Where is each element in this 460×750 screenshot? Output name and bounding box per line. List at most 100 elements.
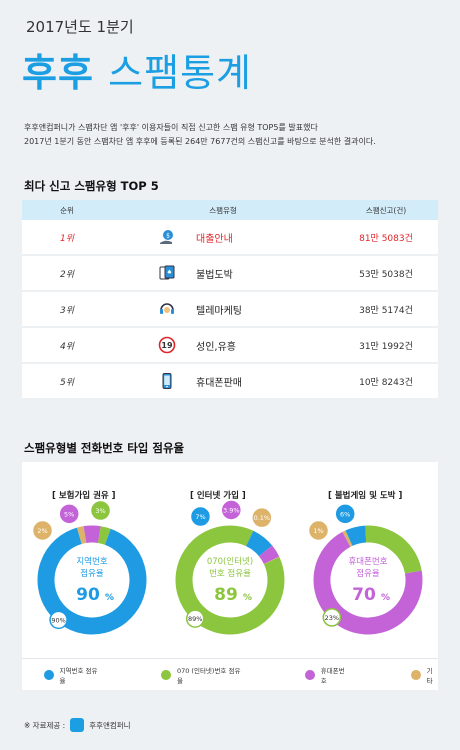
header-count: 스팸신고(건) (365, 205, 407, 215)
table-header: 순위 스팸유형 스팸신고(건) (22, 200, 438, 220)
legend-item: 기타 (411, 665, 438, 685)
center-value: 70 (352, 585, 376, 605)
center-label-1: 휴대폰번호 (348, 557, 387, 567)
intro-line-2: 2017년 1분기 동안 스팸차단 앱 후후에 등록된 264만 7677건의 … (24, 137, 376, 146)
value-label-bubble (91, 501, 110, 520)
row-type: 성인,유흥 (196, 341, 236, 353)
table-row: 4위 19 성인,유흥 31만 1992건 (22, 328, 438, 364)
value-label-bubble (252, 508, 272, 527)
row-type-cell: 휴대폰판매 (112, 372, 334, 390)
value-label: 3.9% (223, 507, 240, 515)
table-row: 1위 $ 대출안내 81만 5083건 (22, 220, 438, 256)
value-label-bubble (33, 521, 52, 540)
table-row: 5위 휴대폰판매 10만 8243건 (22, 364, 438, 400)
svg-text:19: 19 (161, 341, 173, 350)
cards-icon: ♠ (158, 264, 176, 282)
value-label: 6% (340, 510, 350, 518)
value-label: 7% (195, 513, 205, 521)
legend-label: 지역번호 점유율 (59, 666, 98, 685)
table-row: 3위 텔레마케팅 38만 5174건 (22, 292, 438, 328)
row-count: 38만 5174건 (359, 305, 413, 316)
legend-label: 070 (인터넷)번호 점유율 (176, 666, 241, 685)
value-label-bubble (185, 609, 205, 628)
center-label-2: 번호 점유율 (209, 568, 251, 579)
company-logo (70, 718, 85, 732)
credit-prefix: ※ 자료제공 : (24, 720, 66, 730)
donut-segment (245, 530, 273, 557)
value-label-bubble (322, 608, 342, 627)
row-rank: 1위 (59, 233, 74, 244)
donut-segment (258, 545, 280, 565)
header-rank: 순위 (60, 205, 74, 215)
value-label: 89% (188, 615, 202, 623)
row-rank: 4위 (59, 341, 74, 352)
row-type-cell: 19 성인,유흥 (112, 336, 334, 354)
value-label-bubble (309, 521, 328, 540)
row-type-cell: ♠ 불법도박 (112, 264, 334, 282)
row-rank: 3위 (59, 305, 74, 316)
donut-title: [ 인터넷 가입 ] (190, 490, 246, 501)
donut-segment (76, 526, 87, 544)
phone-icon (158, 372, 176, 390)
center-value: 90 (76, 585, 100, 605)
value-label: 0.1% (254, 514, 271, 522)
legend-item: 휴대폰번호 (305, 665, 349, 685)
donut-segment (313, 531, 423, 635)
donut-segment (342, 530, 353, 547)
center-label-2: 점유율 (80, 568, 104, 579)
value-label: 23% (325, 614, 339, 622)
header-type: 스팸유형 (209, 205, 237, 215)
row-type: 불법도박 (196, 269, 233, 281)
row-count: 53만 5038건 (359, 269, 413, 280)
row-type-cell: 텔레마케팅 (112, 300, 334, 318)
row-type-cell: $ 대출안내 (112, 228, 334, 246)
value-label-bubble (49, 610, 68, 630)
row-count: 81만 5083건 (359, 233, 413, 244)
center-unit: % (243, 593, 252, 603)
legend: 지역번호 점유율 070 (인터넷)번호 점유율 휴대폰번호 기타 (22, 658, 438, 690)
headset-icon (158, 300, 176, 318)
intro-text: 후후앤컴퍼니가 스팸차단 앱 '후후' 이용자들이 직접 신고한 스팸 유형 T… (24, 121, 444, 149)
value-label-bubble (335, 504, 355, 524)
donut-title: [ 불법게임 및 도박 ] (328, 490, 402, 501)
subtitle: 2017년도 1분기 (26, 18, 134, 36)
value-label: 2% (37, 527, 47, 535)
value-label-bubble (59, 504, 79, 524)
page-title: 후후 스팸통계 (22, 42, 252, 97)
top5-table: 순위 스팸유형 스팸신고(건) 1위 $ 대출안내 81만 5083건 2위 ♠ 불법도박 5… (22, 200, 438, 400)
title-rest: 스팸통계 (108, 51, 252, 95)
row-type: 텔레마케팅 (196, 305, 242, 317)
donut-segment (365, 525, 422, 574)
legend-swatch (411, 669, 421, 680)
svg-text:♠: ♠ (167, 269, 172, 276)
legend-label: 기타 (426, 666, 433, 685)
donut-chart-2: [ 인터넷 가입 ] 89% 7% 3.9% 0.1% 070(인터넷)번호 점유율 89% (175, 490, 285, 635)
center-unit: % (105, 593, 114, 603)
value-label: 3% (95, 507, 105, 515)
legend-swatch (161, 669, 171, 680)
center-value: 89 (214, 585, 238, 605)
legend-item: 지역번호 점유율 (44, 665, 101, 685)
donut-segment (97, 526, 111, 545)
row-rank: 5위 (59, 377, 74, 388)
value-label: 1% (313, 527, 323, 535)
title-brand: 후후 (22, 51, 94, 95)
donut-segment (37, 527, 147, 635)
row-type: 휴대폰판매 (196, 377, 242, 389)
adult-19-icon: 19 (158, 336, 176, 354)
table-row: 2위 ♠ 불법도박 53만 5038건 (22, 256, 438, 292)
legend-item: 070 (인터넷)번호 점유율 (161, 665, 243, 685)
value-label: 5% (64, 510, 74, 518)
value-label-bubble (222, 500, 241, 520)
value-label: 90% (51, 616, 65, 624)
value-label-bubble (191, 507, 210, 526)
legend-swatch (305, 669, 315, 680)
center-unit: % (381, 593, 390, 603)
row-rank: 2위 (59, 269, 74, 280)
legend-label: 휴대폰번호 (320, 666, 345, 685)
share-title: 스팸유형별 전화번호 타입 점유율 (24, 441, 185, 455)
credit: ※ 자료제공 : 후후앤컴퍼니 (24, 718, 131, 732)
